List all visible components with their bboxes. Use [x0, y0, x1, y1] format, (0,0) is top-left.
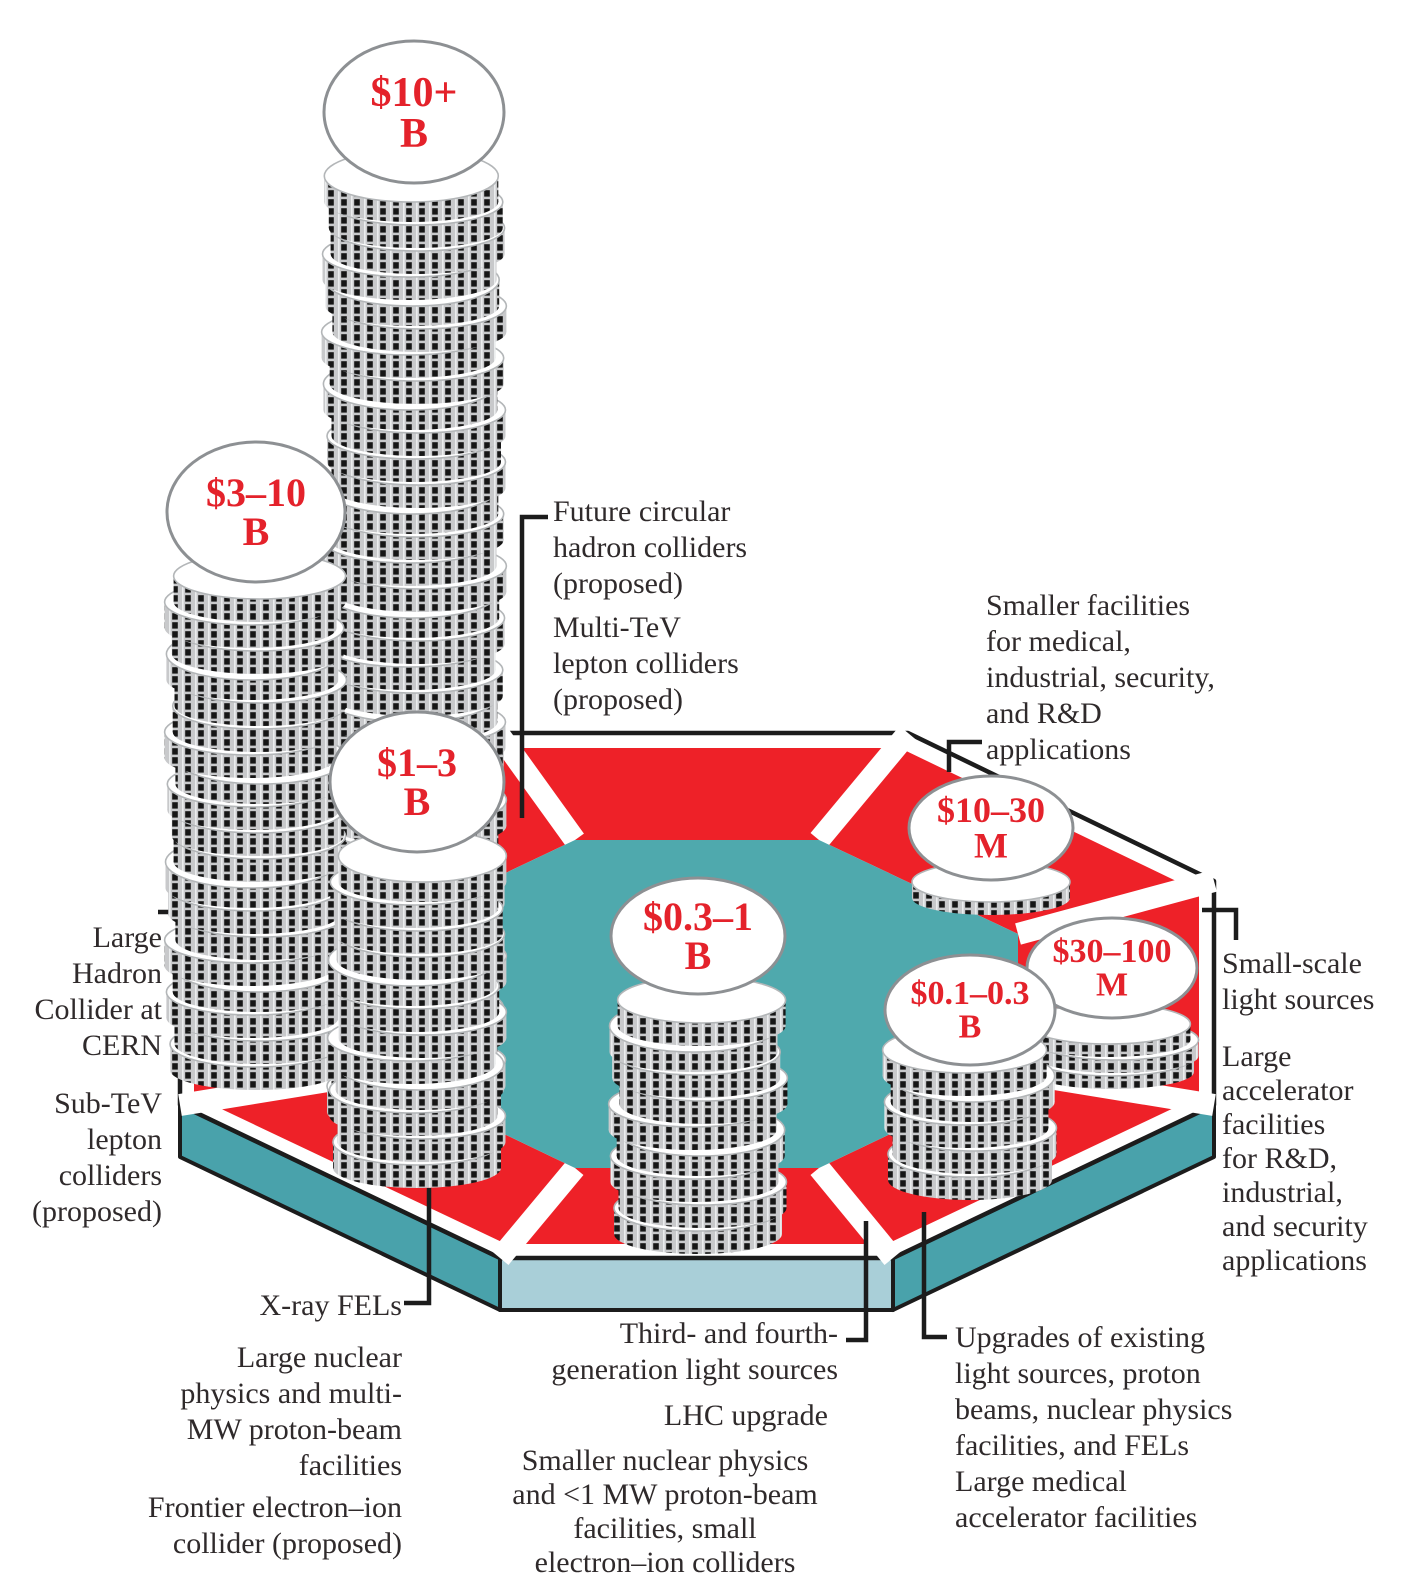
label-lhc-cern: Large Hadron Collider at CERN — [34, 921, 162, 1062]
coin-value-label: $0.3–1 — [643, 894, 753, 939]
leader-smaller-facilities — [946, 739, 982, 772]
coin-stack-3-10b: $3–10B — [163, 440, 349, 1090]
label-large-medical: Large medical accelerator facilities — [955, 1465, 1198, 1534]
coin-top-face — [883, 953, 1057, 1067]
coin-top-face — [609, 876, 787, 996]
coin-value-label: $30–100 — [1053, 933, 1172, 970]
label-large-accelerator: Large accelerator facilities for R&D, in… — [1222, 1040, 1368, 1277]
label-frontier-eic: Frontier electron–ion collider (proposed… — [147, 1491, 402, 1560]
coin-unit-label: M — [1096, 966, 1128, 1003]
label-small-scale: Small-scale light sources — [1222, 947, 1375, 1016]
coin-value-label: $0.1–0.3 — [911, 975, 1030, 1012]
coin-top-face — [328, 710, 506, 854]
coin-value-label: $3–10 — [206, 470, 306, 515]
coin-unit-label: B — [400, 111, 428, 157]
coin-stack-0.3-1b: $0.3–1B — [607, 876, 789, 1254]
coin-top-face — [907, 774, 1075, 882]
coin-value-label: $10–30 — [937, 790, 1045, 830]
coin-unit-label: B — [959, 1008, 982, 1045]
coin-stack-10-30m: $10–30M — [907, 774, 1075, 915]
coin-value-label: $10+ — [371, 70, 458, 116]
coin-unit-label: B — [243, 509, 270, 554]
coin-value-label: $1–3 — [377, 740, 457, 785]
label-third-fourth: Third- and fourth- generation light sour… — [551, 1317, 838, 1386]
label-future-circular: Future circular hadron colliders (propos… — [553, 495, 748, 600]
coin-unit-label: B — [685, 933, 712, 978]
label-lhc-upgrade: LHC upgrade — [663, 1399, 828, 1432]
coin-top-face — [165, 440, 347, 584]
leader-small-scale — [1202, 907, 1239, 940]
label-multi-tev: Multi-TeV lepton colliders (proposed) — [553, 611, 739, 716]
leader-upgrades — [921, 1212, 947, 1340]
label-smaller-nuclear: Smaller nuclear physics and <1 MW proton… — [512, 1444, 818, 1579]
leader-future-circular — [519, 514, 548, 818]
coin-top-face — [322, 39, 506, 185]
platform-side-front — [498, 1256, 895, 1312]
label-smaller-facilities: Smaller facilities for medical, industri… — [986, 589, 1215, 766]
label-xray-fels: X-ray FELs — [259, 1289, 402, 1322]
coin-stack-0.1-0.3b: $0.1–0.3B — [881, 953, 1058, 1200]
leader-xray-fels — [404, 1188, 432, 1306]
coin-unit-label: B — [404, 779, 431, 824]
leader-third-fourth — [846, 1221, 869, 1343]
coin-unit-label: M — [974, 825, 1008, 865]
coin-stacks: $10+B$3–10B$10–30M$1–3B$30–100M$0.3–1B$0… — [163, 39, 1200, 1254]
label-upgrades: Upgrades of existing light sources, prot… — [955, 1321, 1233, 1462]
label-large-nuclear: Large nuclear physics and multi- MW prot… — [180, 1341, 402, 1482]
label-sub-tev: Sub-TeV lepton colliders (proposed) — [32, 1087, 162, 1228]
coin-stack-1-3b: $1–3B — [326, 710, 508, 1188]
